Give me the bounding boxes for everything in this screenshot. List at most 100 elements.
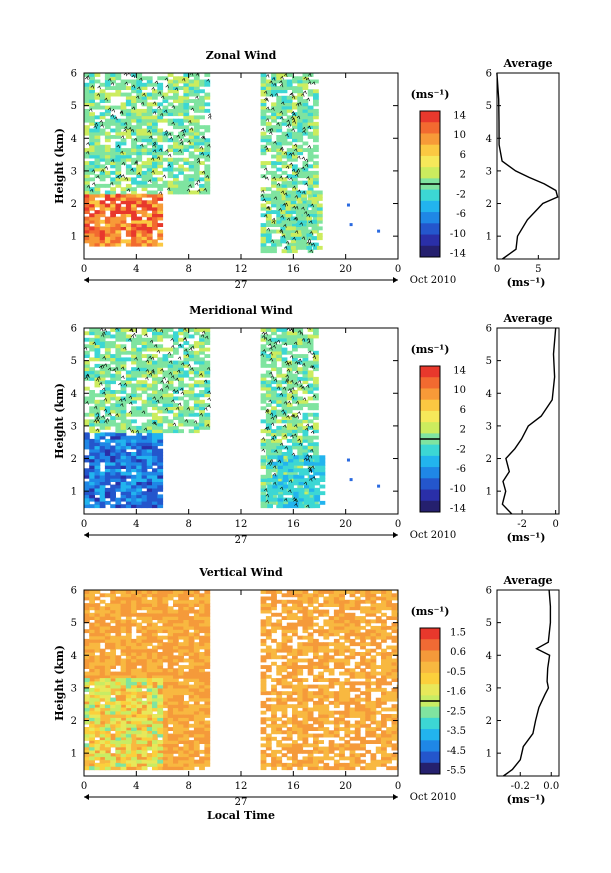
- colorbar-swatch: [420, 245, 440, 258]
- x-tick-label: 4: [133, 264, 139, 275]
- y-tick-label: 5: [71, 618, 77, 629]
- colorbar-tick-label: -4.5: [447, 746, 466, 757]
- avg-y-tick-label: 3: [486, 683, 492, 694]
- colorbar-tick-label: 10: [453, 385, 466, 396]
- colorbar-swatch: [420, 684, 440, 696]
- colorbar-tick-label: -10: [450, 484, 466, 495]
- colorbar-swatch: [420, 661, 440, 674]
- colorbar-swatch: [420, 762, 440, 775]
- colorbar-swatch: [420, 467, 440, 479]
- y-tick-label: 6: [71, 69, 77, 80]
- y-tick-label: 4: [71, 389, 77, 400]
- avg-x-tick-label: 0: [494, 264, 500, 275]
- y-axis-label: Height (km): [53, 383, 66, 459]
- date-bar-arrow: [84, 277, 89, 283]
- colorbar-swatch: [420, 366, 440, 378]
- y-tick-label: 1: [71, 487, 77, 498]
- y-axis-label: Height (km): [53, 645, 66, 721]
- y-tick-label: 2: [71, 716, 77, 727]
- colorbar-swatch: [420, 751, 440, 764]
- y-axis-label: Height (km): [53, 128, 66, 204]
- date-bar-arrow: [84, 532, 89, 538]
- y-tick-label: 3: [71, 683, 77, 694]
- avg-x-tick-label: -0.2: [511, 781, 530, 792]
- colorbar-tick-label: 6: [460, 405, 466, 416]
- heatmap-cells: [84, 73, 381, 254]
- x-tick-label: 12: [235, 264, 248, 275]
- colorbar-swatch: [420, 167, 440, 179]
- avg-y-tick-label: 6: [486, 324, 492, 335]
- y-tick-label: 3: [71, 166, 77, 177]
- colorbar-swatch: [420, 500, 440, 513]
- colorbar-tick-label: -6: [456, 209, 466, 220]
- colorbar-swatch: [420, 189, 440, 202]
- average-profile-line: [502, 589, 552, 777]
- y-tick-label: 4: [71, 134, 77, 145]
- avg-y-tick-label: 5: [486, 101, 492, 112]
- colorbar-swatch: [420, 144, 440, 157]
- avg-y-tick-label: 1: [486, 749, 492, 760]
- avg-x-tick-label: 0: [552, 519, 558, 530]
- colorbar-swatch: [420, 410, 440, 423]
- colorbar-unit: (ms⁻¹): [411, 88, 450, 101]
- average-title: Average: [502, 312, 552, 325]
- panel-title: Zonal Wind: [206, 49, 277, 62]
- average-frame: [496, 327, 560, 515]
- y-tick-label: 2: [71, 454, 77, 465]
- y-tick-label: 1: [71, 749, 77, 760]
- colorbar-tick-label: -10: [450, 229, 466, 240]
- avg-y-tick-label: 5: [486, 618, 492, 629]
- date-day: 27: [235, 797, 248, 808]
- y-tick-label: 5: [71, 356, 77, 367]
- x-tick-label: 0: [81, 781, 87, 792]
- colorbar-swatch: [420, 377, 440, 389]
- x-tick-label: 4: [133, 519, 139, 530]
- colorbar-swatch: [420, 388, 440, 401]
- colorbar-swatch: [420, 155, 440, 168]
- y-tick-label: 4: [71, 651, 77, 662]
- colorbar-tick-label: -5.5: [447, 766, 466, 777]
- colorbar-unit: (ms⁻¹): [411, 605, 450, 618]
- date-bar-arrow: [393, 794, 398, 800]
- x-tick-label: 20: [339, 781, 352, 792]
- avg-y-tick-label: 6: [486, 69, 492, 80]
- avg-y-tick-label: 1: [486, 232, 492, 243]
- average-profile-line: [501, 327, 557, 515]
- colorbar-unit: (ms⁻¹): [411, 343, 450, 356]
- avg-y-tick-label: 3: [486, 166, 492, 177]
- x-tick-label: 12: [235, 781, 248, 792]
- avg-y-tick-label: 2: [486, 716, 492, 727]
- avg-x-tick-label: -2: [517, 519, 527, 530]
- colorbar-swatch: [420, 200, 440, 213]
- colorbar-tick-label: -2: [456, 444, 466, 455]
- y-tick-label: 6: [71, 324, 77, 335]
- colorbar: 1.5 0.6 -0.5 -1.6 -2.5 -3.5 -4.5 -5.5: [419, 627, 466, 777]
- colorbar-swatch: [420, 740, 440, 753]
- colorbar-tick-label: -3.5: [447, 726, 466, 737]
- date-day: 27: [235, 535, 248, 546]
- x-tick-label: 0: [81, 264, 87, 275]
- avg-y-tick-label: 4: [486, 389, 492, 400]
- colorbar-swatch: [420, 223, 440, 236]
- colorbar-tick-label: -0.5: [447, 667, 466, 678]
- colorbar-tick-label: -1.6: [447, 687, 466, 698]
- x-tick-label: 12: [235, 519, 248, 530]
- date-bar-arrow: [393, 277, 398, 283]
- colorbar-tick-label: 6: [460, 150, 466, 161]
- colorbar-swatch: [420, 444, 440, 457]
- colorbar-tick-label: -14: [450, 249, 466, 260]
- avg-y-tick-label: 5: [486, 356, 492, 367]
- date-label: Oct 2010: [410, 792, 456, 803]
- panel-title: Vertical Wind: [198, 566, 283, 579]
- avg-y-tick-label: 3: [486, 421, 492, 432]
- x-tick-label: 0: [395, 781, 401, 792]
- colorbar-swatch: [420, 478, 440, 491]
- colorbar-swatch: [420, 455, 440, 468]
- colorbar-tick-label: -6: [456, 464, 466, 475]
- average-frame: [496, 589, 560, 777]
- colorbar-swatch: [420, 234, 440, 247]
- avg-x-tick-label: 5: [535, 264, 541, 275]
- colorbar-swatch: [420, 133, 440, 146]
- colorbar: 14 10 6 2 -2 -6 -10 -14: [419, 365, 466, 515]
